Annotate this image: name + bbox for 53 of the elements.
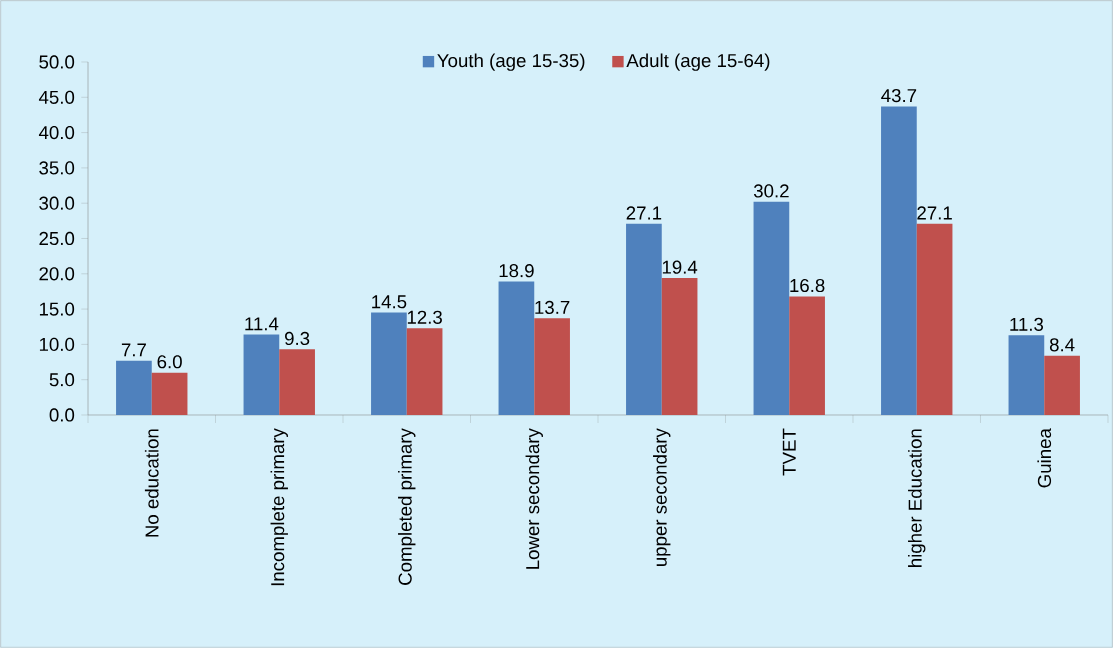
- data-label: 16.8: [790, 278, 825, 293]
- data-label: 43.7: [881, 88, 917, 103]
- data-label: 19.4: [662, 260, 698, 274]
- bar: [279, 349, 315, 415]
- data-label: 13.7: [535, 300, 570, 315]
- x-tick-label: TVET: [782, 428, 796, 476]
- y-tick-label: 50.0: [39, 55, 75, 69]
- x-tick-label: higher Education: [908, 429, 926, 567]
- y-tick-label: 30.0: [39, 196, 75, 210]
- legend-label: Youth (age 15-35): [437, 53, 585, 71]
- data-label: 11.3: [1010, 317, 1044, 331]
- bar: [406, 328, 443, 415]
- bar: [116, 360, 152, 415]
- data-label: 12.3: [407, 310, 442, 324]
- data-label: 8.4: [1049, 338, 1075, 352]
- data-label: 27.1: [626, 206, 662, 220]
- data-label: 11.4: [245, 317, 279, 331]
- y-tick-label: 40.0: [38, 125, 75, 140]
- bar: [1044, 355, 1080, 415]
- bar: [1008, 335, 1045, 415]
- bar: [243, 334, 280, 415]
- x-tick-label: upper secondary: [653, 428, 671, 566]
- bar: [534, 318, 570, 415]
- y-tick-label: 45.0: [38, 90, 75, 104]
- data-label: 30.2: [753, 184, 789, 198]
- legend-label: Adult (age 15-64): [626, 53, 770, 71]
- bar: [789, 296, 825, 415]
- y-tick-label: 25.0: [39, 231, 75, 246]
- data-label: 14.5: [372, 295, 407, 309]
- y-tick-label: 10.0: [39, 337, 75, 351]
- x-tick-label: Completed primary: [398, 428, 416, 585]
- data-label: 7.7: [121, 343, 146, 357]
- data-label: 18.9: [499, 264, 534, 278]
- bar: [916, 223, 953, 415]
- data-label: 6.0: [157, 355, 182, 369]
- bar: [371, 312, 407, 415]
- bar: [626, 223, 662, 415]
- data-label: 27.1: [917, 206, 952, 220]
- y-tick-label: 20.0: [39, 267, 75, 281]
- bar: [881, 106, 917, 415]
- data-label: 9.3: [285, 331, 310, 346]
- bar: [753, 201, 790, 415]
- x-tick-label: Lower secondary: [525, 428, 543, 569]
- bar: [661, 278, 698, 415]
- x-tick-label: Incomplete primary: [270, 428, 288, 586]
- x-tick-label: Guinea: [1037, 428, 1052, 488]
- bar: [151, 372, 188, 415]
- bar: [498, 281, 535, 415]
- y-tick-label: 35.0: [39, 161, 75, 175]
- y-tick-label: 5.0: [49, 373, 75, 387]
- y-tick-label: 15.0: [39, 302, 75, 316]
- x-tick-label: No education: [144, 429, 159, 537]
- y-tick-label: 0.0: [49, 408, 75, 422]
